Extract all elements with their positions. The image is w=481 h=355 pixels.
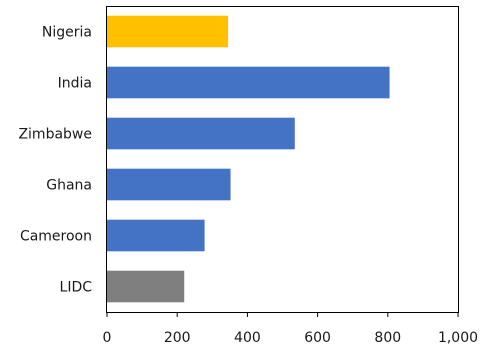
bar-zimbabwe [107, 117, 295, 150]
x-tick-label: 600 [304, 330, 331, 346]
plot-frame [106, 6, 459, 313]
bar-cameroon [107, 219, 205, 252]
category-label-lidc: LIDC [60, 280, 93, 296]
bar-ghana [107, 168, 231, 201]
x-tick-label: 1,000 [438, 330, 478, 346]
x-tick-label: 800 [374, 330, 401, 346]
category-label-india: India [58, 76, 92, 92]
bar-nigeria [107, 15, 229, 48]
x-tick-label: 200 [164, 330, 191, 346]
category-labels-group: Nigeria India Zimbabwe Ghana Cameroon LIDC [18, 25, 92, 296]
x-ticks-group: 0 200 400 600 800 1,000 [103, 312, 478, 346]
bar-india [107, 66, 390, 99]
bars-group [107, 15, 390, 303]
x-tick-label: 0 [103, 330, 112, 346]
category-label-zimbabwe: Zimbabwe [18, 127, 92, 143]
category-label-ghana: Ghana [46, 178, 92, 194]
x-tick-label: 400 [234, 330, 261, 346]
bar-lidc [107, 270, 185, 303]
category-label-nigeria: Nigeria [42, 25, 92, 41]
category-label-cameroon: Cameroon [20, 229, 92, 245]
